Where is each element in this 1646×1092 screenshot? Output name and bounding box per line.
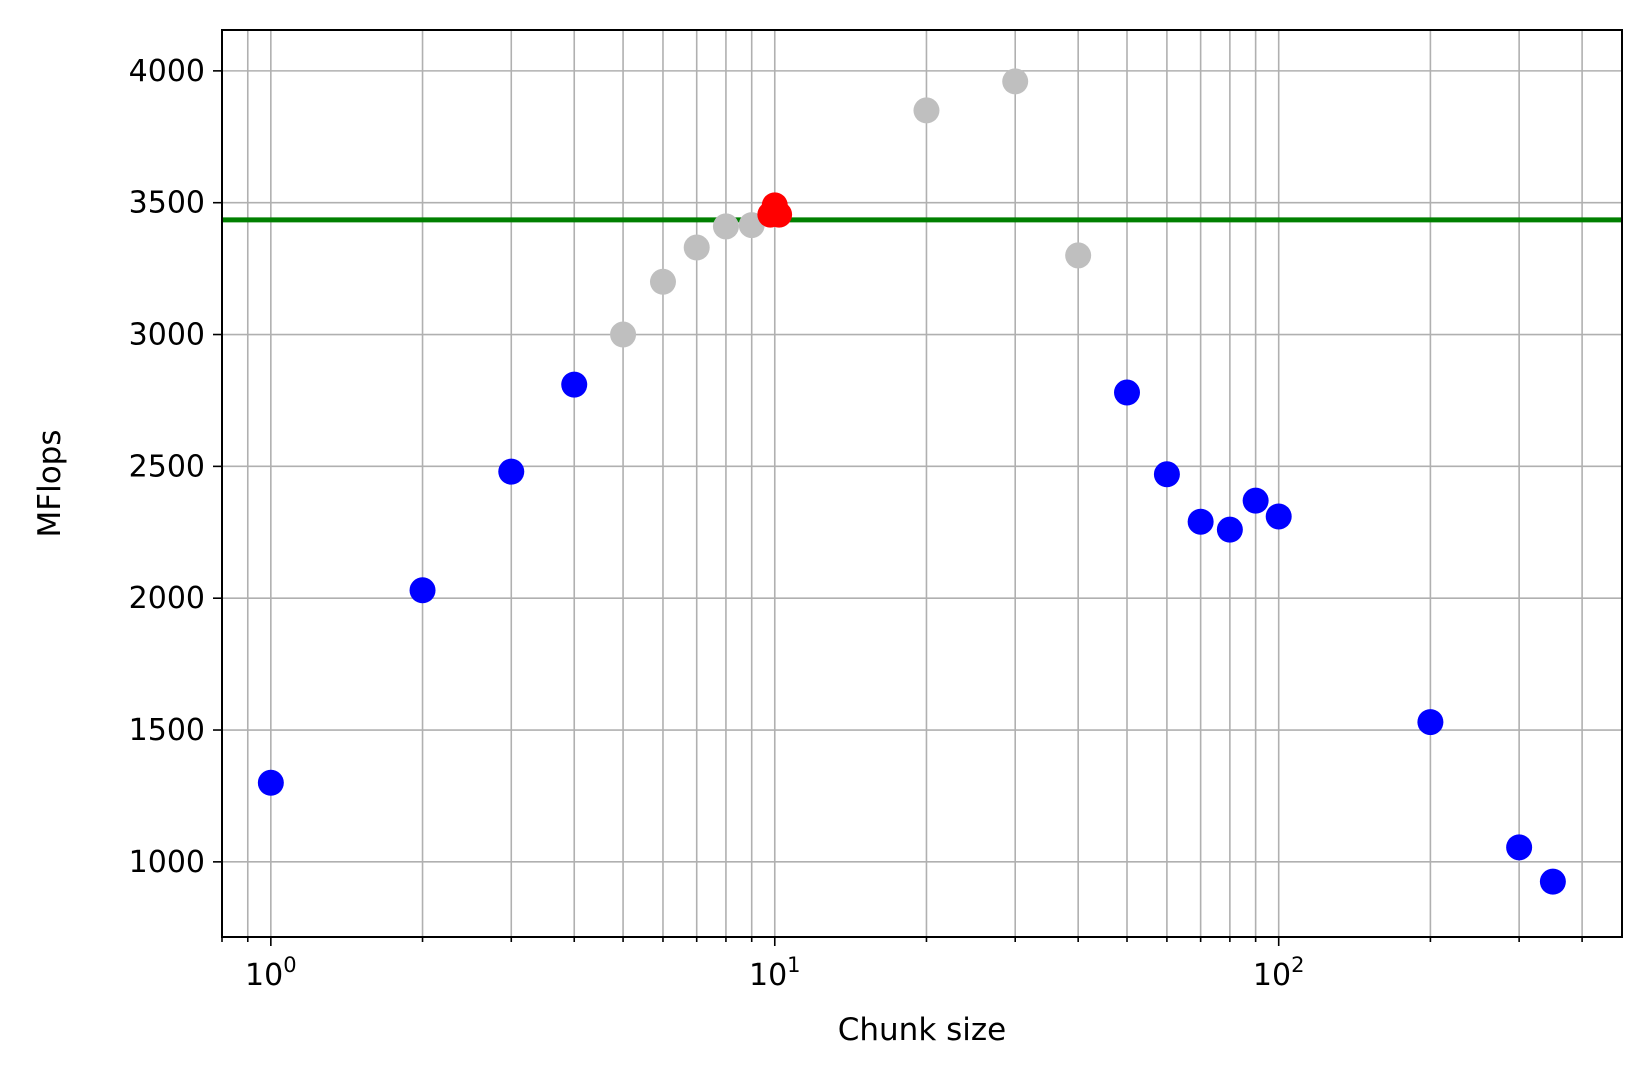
data-point (649, 268, 676, 295)
data-point (712, 213, 739, 240)
x-tick-label: 100 (245, 953, 297, 993)
data-point (1539, 868, 1566, 895)
data-point (1153, 461, 1180, 488)
y-tick-label: 4000 (129, 54, 205, 89)
data-point (610, 321, 637, 348)
data-point (257, 769, 284, 796)
data-point (1265, 503, 1292, 530)
data-point (1065, 242, 1092, 269)
y-tick-label: 2500 (129, 449, 205, 484)
y-tick-label: 3500 (129, 186, 205, 221)
data-point (498, 458, 525, 485)
data-point (683, 234, 710, 261)
data-point (1506, 834, 1533, 861)
data-point (913, 97, 940, 124)
x-axis-label: Chunk size (838, 1012, 1007, 1048)
y-tick-label: 1500 (129, 713, 205, 748)
data-point (1002, 68, 1029, 95)
y-axis-label: MFlops (32, 430, 68, 538)
data-point (1216, 516, 1243, 543)
x-tick-label: 102 (1253, 953, 1305, 993)
plot-frame (221, 29, 1623, 938)
axis-ticks: 100 101 102 1000 1500 2000 2500 3000 3500 4000 (129, 54, 1583, 993)
data-point (766, 201, 793, 228)
data-point (1187, 508, 1214, 535)
data-point (1417, 709, 1444, 736)
data-points (257, 68, 1566, 895)
y-tick-label: 2000 (129, 581, 205, 616)
data-point (1114, 379, 1141, 406)
data-point (561, 371, 588, 398)
y-tick-label: 1000 (129, 845, 205, 880)
grid (221, 30, 1622, 937)
data-point (1242, 487, 1269, 514)
data-point (409, 577, 436, 604)
x-tick-label: 101 (749, 953, 801, 993)
y-tick-label: 3000 (129, 318, 205, 353)
